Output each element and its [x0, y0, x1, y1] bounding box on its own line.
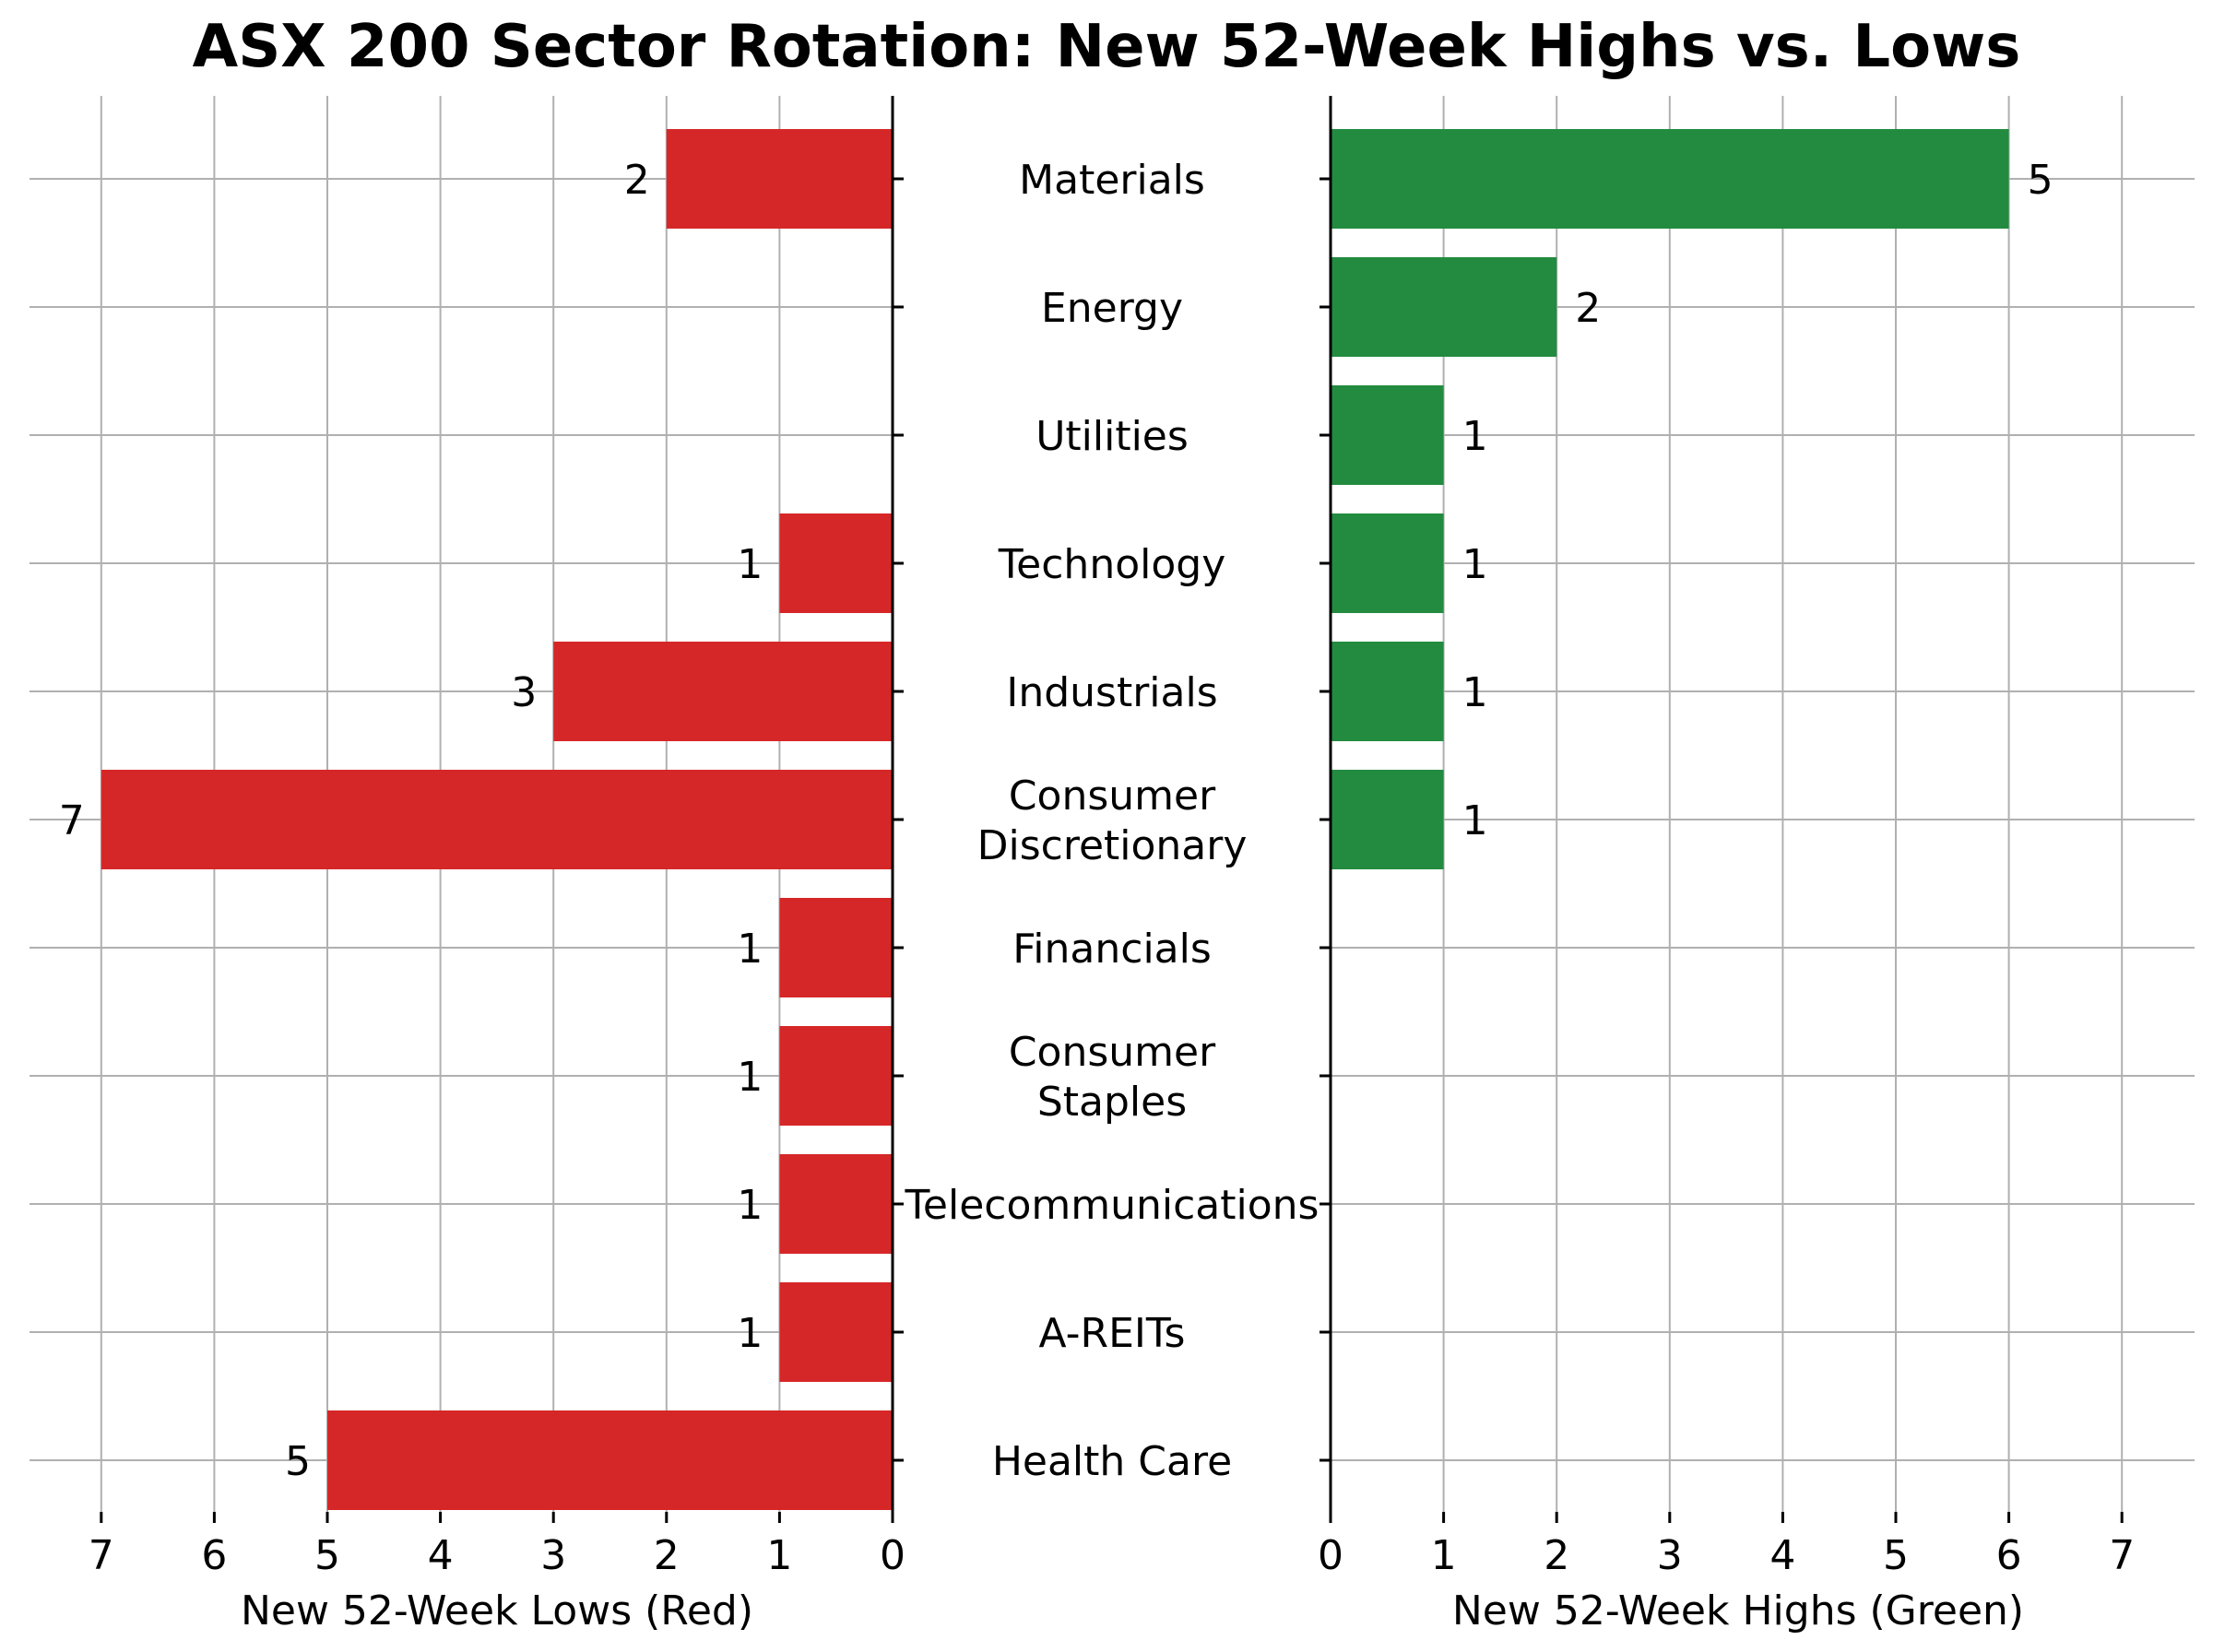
category-label: Energy: [1041, 285, 1183, 332]
right-x-tick-label: 1: [1431, 1532, 1457, 1579]
high-bar: [1331, 513, 1444, 613]
low-bar-label: 7: [59, 797, 85, 844]
right-x-tick-label: 2: [1544, 1532, 1569, 1579]
left-x-tick-label: 0: [880, 1532, 905, 1579]
low-bar-label: 3: [511, 669, 537, 716]
labels-layer: 2 5 Materials 2 Energy 1 Utilities 1 1 Technology…: [59, 157, 2135, 1579]
category-label: Materials: [1019, 157, 1205, 204]
right-x-tick-label: 4: [1769, 1532, 1795, 1579]
left-x-tick-label: 6: [201, 1532, 227, 1579]
high-bar: [1331, 385, 1444, 485]
low-bar: [327, 1410, 893, 1510]
low-bar-label: 1: [737, 541, 763, 588]
right-x-tick-label: 0: [1318, 1532, 1343, 1579]
low-bar-label: 2: [624, 157, 650, 204]
right-x-tick-label: 7: [2109, 1532, 2135, 1579]
low-bar: [779, 1282, 893, 1382]
category-label: Utilities: [1035, 413, 1189, 460]
low-bar-label: 1: [737, 1182, 763, 1229]
category-label: Consumer: [1009, 773, 1216, 820]
low-bar: [553, 642, 893, 741]
high-bar: [1331, 642, 1444, 741]
left-x-tick-label: 5: [314, 1532, 340, 1579]
high-bar: [1331, 257, 1557, 357]
right-x-tick-label: 3: [1657, 1532, 1683, 1579]
high-bar: [1331, 770, 1444, 869]
category-label: Technology: [998, 541, 1225, 588]
left-x-tick-label: 4: [428, 1532, 454, 1579]
axes-layer: [100, 96, 2124, 1523]
high-bar-label: 1: [1462, 541, 1488, 588]
high-bar-label: 1: [1462, 797, 1488, 844]
low-bar: [779, 898, 893, 997]
category-label: Industrials: [1006, 669, 1217, 716]
left-axis-title: New 52-Week Lows (Red): [241, 1587, 753, 1634]
right-axis-title: New 52-Week Highs (Green): [1452, 1587, 2024, 1634]
category-label: Consumer: [1009, 1029, 1216, 1076]
category-label: Discretionary: [977, 822, 1248, 869]
low-bar: [666, 129, 893, 229]
category-label: Telecommunications: [905, 1182, 1320, 1229]
low-bar-label: 1: [737, 1310, 763, 1357]
category-label: Financials: [1012, 926, 1212, 973]
category-label: Staples: [1037, 1079, 1187, 1126]
low-bar: [101, 770, 893, 869]
low-bar-label: 1: [737, 1054, 763, 1101]
low-bar: [779, 513, 893, 613]
high-bar-label: 2: [1575, 285, 1601, 332]
bars-layer: [101, 129, 2009, 1510]
left-x-tick-label: 7: [89, 1532, 114, 1579]
category-label: A-REITs: [1039, 1310, 1186, 1357]
low-bar: [779, 1026, 893, 1126]
high-bar-label: 1: [1462, 413, 1488, 460]
left-x-tick-label: 3: [540, 1532, 566, 1579]
right-x-tick-label: 5: [1883, 1532, 1909, 1579]
left-x-tick-label: 2: [654, 1532, 680, 1579]
low-bar-label: 1: [737, 926, 763, 973]
high-bar-label: 1: [1462, 669, 1488, 716]
high-bar: [1331, 129, 2009, 229]
low-bar-label: 5: [285, 1438, 311, 1485]
category-label: Health Care: [992, 1438, 1232, 1485]
low-bar: [779, 1154, 893, 1254]
left-x-tick-label: 1: [766, 1532, 792, 1579]
chart-title: ASX 200 Sector Rotation: New 52-Week Hig…: [192, 13, 2021, 81]
high-bar-label: 5: [2028, 157, 2053, 204]
right-x-tick-label: 6: [1996, 1532, 2022, 1579]
